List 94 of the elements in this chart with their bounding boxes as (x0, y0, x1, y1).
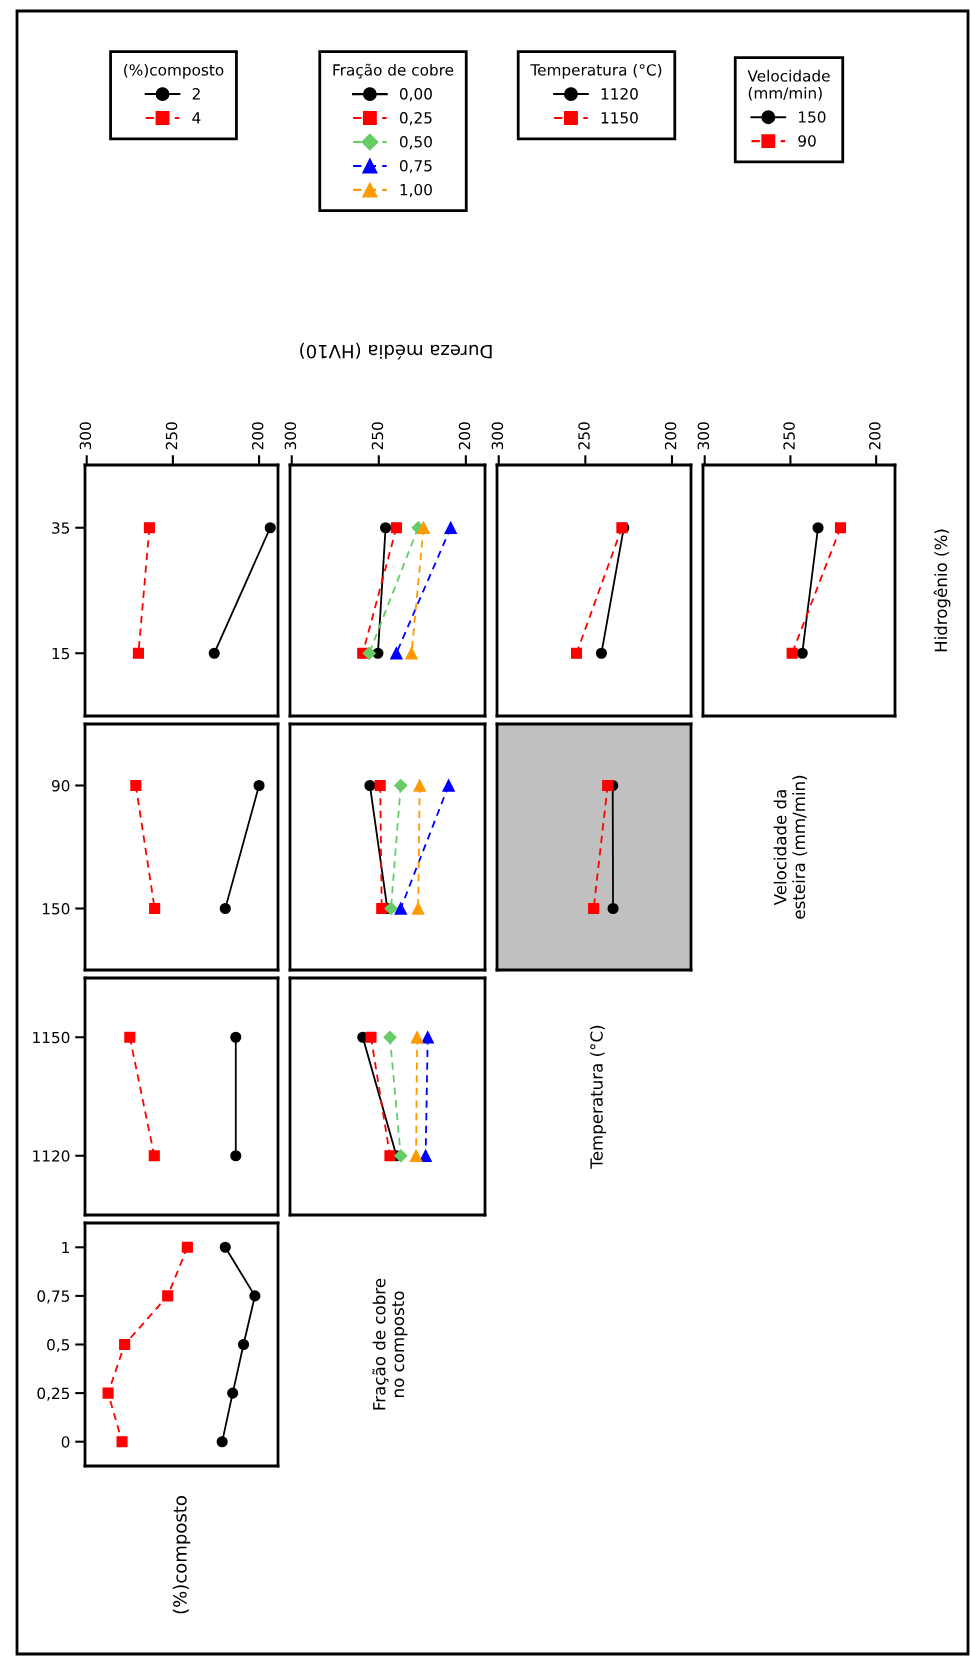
point (364, 779, 376, 792)
y-tick-label: 1120 (33, 1150, 70, 1162)
y-tick-label: 0 (61, 1436, 70, 1448)
x-tick-label: 200 (869, 422, 881, 450)
point (384, 901, 398, 916)
legend-label: 90 (798, 135, 816, 147)
point (181, 1241, 193, 1253)
y-tick-label: 0,75 (37, 1290, 70, 1304)
point (411, 902, 425, 915)
point (119, 1338, 131, 1351)
y-tick-label: 1 (62, 1241, 70, 1254)
point (384, 1150, 396, 1162)
legend-title: Fração de cobre (333, 63, 454, 79)
point (413, 779, 426, 792)
point (394, 1149, 408, 1163)
point (796, 647, 808, 659)
y-axis-title: Velocidade da esteira (mm/min) (773, 775, 808, 919)
point (390, 646, 403, 660)
y-tick-label: 90 (51, 779, 70, 792)
point (394, 902, 407, 915)
point (834, 522, 847, 534)
x-tick-label: 250 (578, 422, 590, 450)
point (149, 902, 161, 915)
x-tick-label: 200 (664, 422, 677, 450)
point (227, 1387, 239, 1399)
point (362, 646, 376, 660)
point (410, 1030, 424, 1044)
point (208, 647, 220, 659)
point (394, 778, 408, 793)
point (102, 1387, 114, 1399)
point (405, 646, 418, 660)
point (588, 902, 600, 915)
legend-title: Temperatura (°C) (530, 63, 662, 79)
x-axis-title: Dureza média (HV10) (300, 342, 492, 360)
x-tick-label: 250 (371, 422, 384, 450)
legend-label: 2 (192, 88, 200, 100)
legend-label: 0,50 (399, 136, 432, 150)
x-tick-label: 250 (165, 422, 178, 450)
text: (%)composto (172, 1496, 191, 1614)
legend-label: 1,00 (400, 183, 432, 198)
point (607, 902, 619, 915)
legend-label: 0,75 (399, 159, 432, 174)
point (143, 522, 156, 534)
point (253, 779, 265, 792)
point (419, 1149, 432, 1163)
point (786, 647, 798, 659)
x-tick-label: 200 (458, 422, 471, 450)
legend-label: 1120 (601, 88, 638, 100)
x-tick-label: 300 (491, 422, 504, 450)
y-tick-label: 0,5 (47, 1338, 70, 1353)
point (162, 1290, 174, 1302)
legend-title: Velocidade (mm/min) (747, 69, 830, 101)
point (570, 647, 583, 659)
point (421, 1030, 434, 1044)
point (130, 779, 142, 792)
y-axis-title: Fração de cobre no composto (372, 1278, 408, 1410)
point (264, 522, 276, 534)
point (417, 521, 430, 535)
x-tick-label: 300 (284, 422, 297, 450)
legend-label: 1150 (601, 112, 638, 124)
y-tick-label: 35 (52, 522, 70, 534)
x-tick-label: 250 (783, 422, 795, 450)
y-tick-label: 15 (52, 647, 70, 660)
point (374, 779, 386, 792)
y-tick-label: 0,25 (37, 1387, 70, 1401)
point (409, 1149, 423, 1163)
point (812, 522, 824, 534)
point (595, 647, 608, 659)
point (390, 522, 402, 534)
point (237, 1338, 250, 1351)
point (602, 779, 614, 792)
x-tick-label: 200 (251, 422, 264, 450)
point (219, 1241, 231, 1253)
point (383, 1030, 397, 1044)
legend-label: 0,25 (399, 112, 432, 126)
point (216, 1436, 228, 1448)
legend-label: 4 (192, 112, 201, 124)
x-tick-label: 300 (79, 422, 92, 450)
point (219, 902, 231, 915)
point (132, 647, 144, 659)
point (116, 1436, 128, 1448)
legend-label: 0,00 (399, 88, 432, 102)
point (365, 1031, 377, 1043)
legend-title: (%)composto (124, 63, 224, 79)
point (444, 521, 457, 535)
x-tick-label: 300 (697, 422, 710, 450)
point (442, 779, 455, 792)
point (249, 1290, 261, 1302)
y-axis-title: Temperatura (°C) (589, 1025, 607, 1169)
y-tick-label: 150 (42, 902, 70, 915)
legend-label: 150 (799, 111, 826, 123)
y-tick-label: 1150 (33, 1031, 70, 1044)
point (380, 522, 392, 534)
y-axis-title: Hidrogênio (%) (933, 529, 951, 652)
